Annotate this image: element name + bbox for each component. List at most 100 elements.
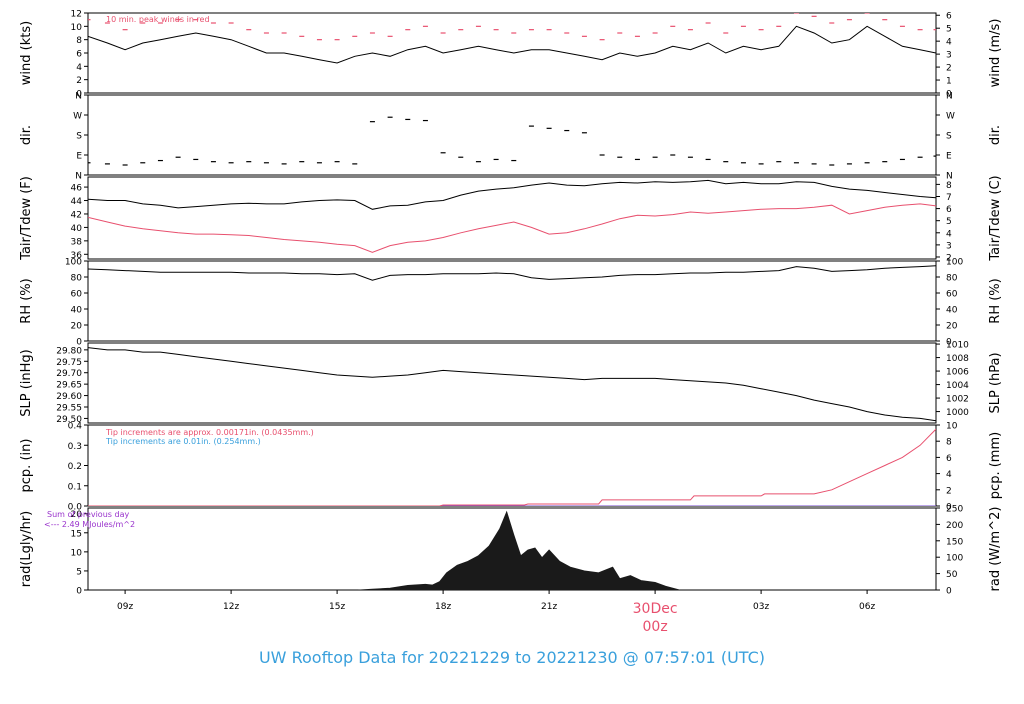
tick-label-left: 44 <box>71 197 83 207</box>
time-tick-label: 12z <box>223 602 239 612</box>
tick-label-left: 0.3 <box>68 442 82 452</box>
tick-label-right: 100 <box>946 258 963 268</box>
tick-label-right: S <box>946 132 952 142</box>
plot-area <box>88 13 936 64</box>
tick-label-right: 8 <box>946 438 952 448</box>
tick-label-right: E <box>946 152 952 162</box>
tick-label-right: W <box>946 112 955 122</box>
panel-frame <box>87 94 937 176</box>
tick-label-left: 29.65 <box>56 381 82 391</box>
tick-label-left: 80 <box>71 274 83 284</box>
y-axis-label-left: rad(Lgly/hr) <box>19 511 34 587</box>
tick-label-left: W <box>73 112 82 122</box>
y-axis-label-right: rad (W/m^2) <box>988 507 1003 592</box>
radiation-sum-label: Sum of previous day <box>47 510 129 519</box>
tick-label-left: 36 <box>71 251 83 261</box>
tick-label-left: 0.2 <box>68 462 82 472</box>
tick-label-right: 6 <box>946 12 952 22</box>
y-axis-label-left: wind (kts) <box>19 21 34 85</box>
panel-pcp: 0.0 0.1 0.2 0.3 0.4 0 2 4 6 8 10 pcp. (in) pcp. (mm)… <box>19 422 1003 513</box>
tick-label-right: 10 <box>946 422 958 432</box>
tick-label-left: S <box>76 132 82 142</box>
tick-label-left: 10 <box>71 23 83 33</box>
day-label: 30Dec <box>633 601 678 617</box>
panel-frame <box>87 176 937 260</box>
tick-label-left: 29.75 <box>56 358 82 368</box>
tick-label-right: 6 <box>946 205 952 215</box>
y-axis-label-right: RH (%) <box>988 278 1003 323</box>
time-tick-label: 18z <box>435 602 451 612</box>
panel-frame <box>87 342 937 424</box>
tick-label-left: 0 <box>76 587 82 597</box>
tick-label-left: 38 <box>71 237 83 247</box>
tick-label-right: 4 <box>946 38 952 48</box>
tick-label-right: 200 <box>946 521 963 531</box>
tick-label-left: 0 <box>76 338 82 348</box>
series-SLP-line <box>88 347 936 422</box>
time-tick-label: 09z <box>117 602 133 612</box>
tick-label-left: 0.1 <box>68 482 82 492</box>
tick-label-right: 1008 <box>946 354 969 364</box>
tick-label-left: 29.60 <box>56 392 82 402</box>
plot-area <box>358 510 680 590</box>
tick-label-right: 80 <box>946 274 958 284</box>
tick-label-right: 7 <box>946 193 952 203</box>
panel-temp: 36 38 40 42 44 46 2 3 4 5 6 7 8 Tair/Tdew (F) Tair/Tde… <box>19 175 1003 263</box>
tick-label-right: 0 <box>946 587 952 597</box>
tick-label-right: 150 <box>946 537 963 547</box>
y-axis-label-left: Tair/Tdew (F) <box>19 176 34 261</box>
figure-title: UW Rooftop Data for 20221229 to 20221230… <box>258 648 766 667</box>
tick-label-right: 4 <box>946 229 952 239</box>
plot-area <box>88 116 936 166</box>
tick-label-left: 20 <box>71 322 83 332</box>
tick-label-left: 29.55 <box>56 404 82 414</box>
series-wind-line <box>88 25 936 64</box>
tick-label-right: 1006 <box>946 368 969 378</box>
panel-annotation: 10 min. peak winds in red <box>106 15 210 24</box>
tick-label-right: 6 <box>946 454 952 464</box>
tick-label-right: 1004 <box>946 381 969 391</box>
panel-frame <box>87 260 937 342</box>
tick-label-left: 42 <box>71 210 82 220</box>
panel-rh: 0 20 40 60 80 100 0 20 40 60 80 100 RH (%) RH (%) <box>19 258 1003 348</box>
tick-label-left: 12 <box>71 10 82 20</box>
time-tick-label: 15z <box>329 602 345 612</box>
tick-label-left: 20 <box>71 510 83 520</box>
tick-label-right: 8 <box>946 181 952 191</box>
tick-label-right: 3 <box>946 241 952 251</box>
annotation-red: Tip increments are approx. 0.00171in. (0… <box>105 428 314 437</box>
annotation-blue: Tip increments are 0.01in. (0.254mm.) <box>105 437 261 446</box>
tick-label-right: N <box>946 172 953 182</box>
tick-label-left: N <box>75 172 82 182</box>
tick-label-left: 15 <box>71 529 82 539</box>
tick-label-right: 2 <box>946 253 952 263</box>
tick-label-right: 0 <box>946 338 952 348</box>
y-axis-label-right: dir. <box>988 125 1003 145</box>
plot-area <box>88 179 936 253</box>
tick-label-left: 100 <box>65 258 82 268</box>
tick-label-right: N <box>946 92 953 102</box>
tick-label-left: 8 <box>76 36 82 46</box>
tick-label-right: 2 <box>946 64 952 74</box>
tick-label-right: 0 <box>946 503 952 513</box>
time-axis: 09z 12z 15z 18z 21z 30Dec 00z 03z 06z <box>117 590 875 635</box>
tick-label-left: 29.80 <box>56 346 82 356</box>
tick-label-right: 60 <box>946 290 958 300</box>
y-axis-label-right: SLP (hPa) <box>988 352 1003 413</box>
tick-label-left: 6 <box>76 50 82 60</box>
tick-label-right: 100 <box>946 554 963 564</box>
tick-label-left: 0.4 <box>68 422 83 432</box>
tick-label-right: 4 <box>946 470 952 480</box>
tick-label-left: 0 <box>76 90 82 100</box>
time-tick-label: 03z <box>753 602 769 612</box>
tick-label-left: 10 <box>71 548 83 558</box>
tick-label-right: 2 <box>946 486 952 496</box>
tick-label-right: 1010 <box>946 341 969 351</box>
plot-area <box>88 265 936 281</box>
tick-label-right: 3 <box>946 51 952 61</box>
